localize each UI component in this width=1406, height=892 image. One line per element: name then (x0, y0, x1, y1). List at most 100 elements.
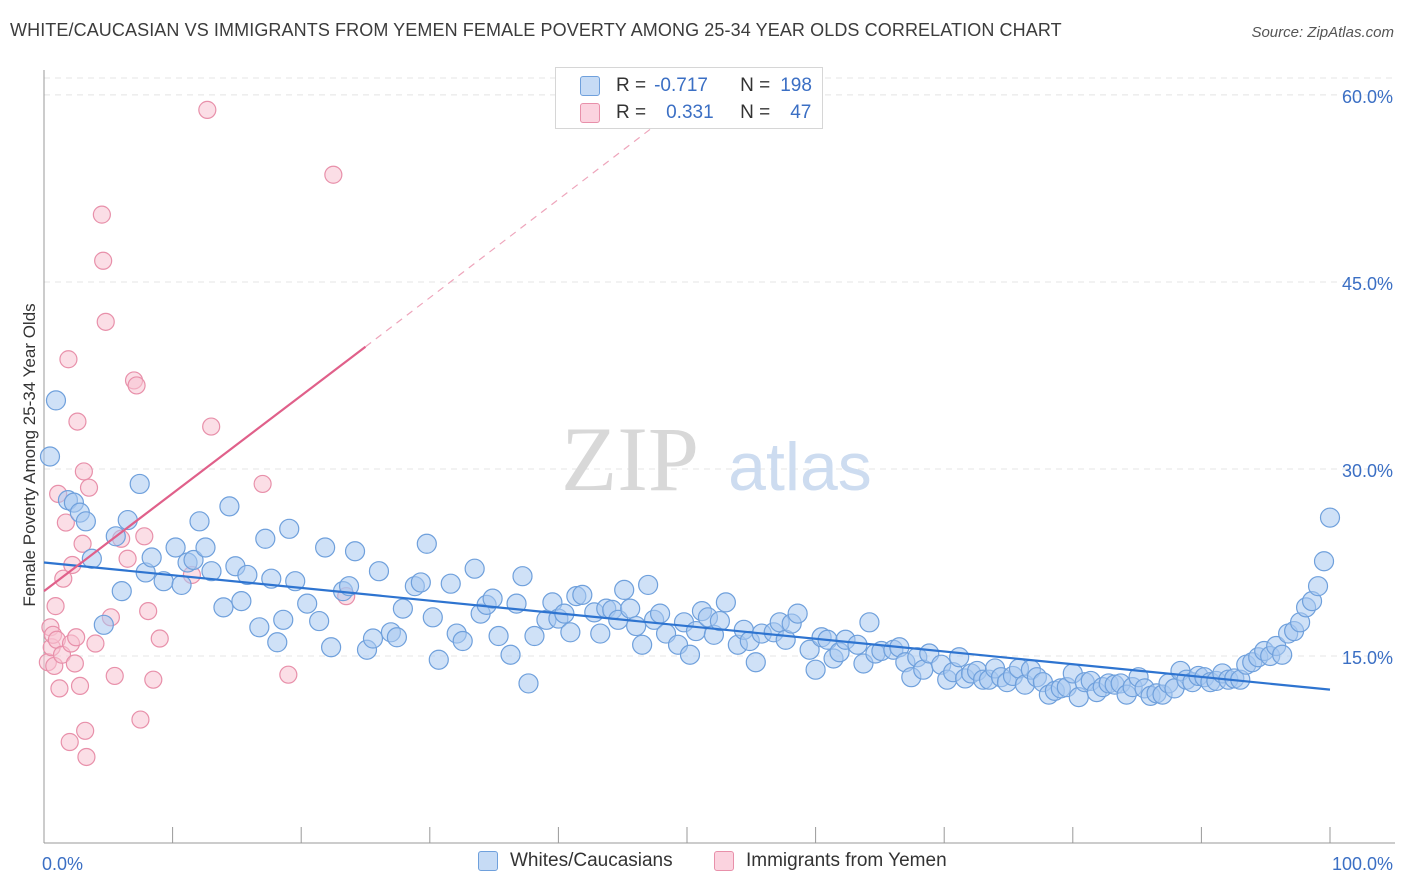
whites-point (1272, 644, 1293, 665)
whites-point (410, 572, 431, 593)
whites-point (452, 630, 473, 652)
yemen-point (139, 601, 158, 621)
whites-point (141, 547, 162, 568)
whites-legend-swatch-icon (478, 851, 498, 871)
stats-legend-box: R = -0.717 N = 198 R = 0.331 N = 47 (555, 67, 823, 129)
whites-point (111, 581, 132, 602)
yemen-point (65, 654, 84, 673)
whites-point (315, 537, 336, 558)
yemen-point (50, 679, 69, 698)
yemen-point (67, 628, 86, 647)
whites-point (279, 518, 300, 539)
legend-item-whites: Whites/Caucasians (478, 850, 673, 872)
whites-point (45, 390, 67, 411)
whites-point (255, 528, 276, 549)
n-label: N = (740, 75, 771, 96)
whites-point (189, 511, 210, 532)
watermark-atlas: atlas (728, 429, 872, 505)
whites-point (321, 637, 342, 658)
trend-lines (43, 100, 1331, 691)
yemen-point (96, 312, 115, 331)
watermark-zip: ZIP (561, 408, 699, 510)
yemen-point (198, 100, 217, 119)
whites-point (649, 603, 671, 624)
whites-point (213, 597, 234, 618)
whites-point (488, 625, 509, 647)
x-tick-label: 0.0% (42, 854, 83, 874)
whites-point (512, 566, 533, 587)
r-label: R = (616, 102, 647, 123)
whites-point (368, 561, 390, 582)
whites-point (632, 634, 653, 655)
r-value: 0.331 (666, 102, 714, 123)
whites-point (1307, 576, 1329, 597)
whites-point (745, 652, 766, 673)
whites-point (428, 649, 449, 670)
whites-point (1319, 507, 1341, 528)
yemen-point (79, 478, 99, 497)
legend-label-yemen: Immigrants from Yemen (746, 850, 947, 871)
whites-point (416, 533, 437, 554)
whites-point (620, 598, 641, 619)
whites-point (799, 639, 820, 660)
whites-point (231, 591, 252, 612)
yemen-point (46, 597, 65, 616)
yemen-legend-swatch-icon (714, 851, 734, 871)
yemen-point (77, 747, 96, 767)
whites-point (201, 561, 222, 582)
yemen-point (144, 670, 163, 689)
yemen-point (118, 549, 137, 568)
y-tick-label: 30.0% (1342, 461, 1393, 481)
yemen-trend-extension (365, 100, 688, 348)
r-label: R = (616, 75, 647, 96)
chart-title: WHITE/CAUCASIAN VS IMMIGRANTS FROM YEMEN… (10, 20, 1062, 40)
yemen-point (202, 417, 221, 436)
yemen-point (86, 634, 105, 653)
whites-point (1313, 551, 1335, 572)
whites-point (195, 537, 216, 558)
yemen-point (92, 205, 111, 224)
y-tick-label: 15.0% (1342, 648, 1393, 668)
whites-point (183, 549, 204, 571)
whites-point (787, 603, 808, 624)
whites-swatch-icon (580, 76, 600, 96)
whites-point (715, 592, 736, 613)
r-value: -0.717 (654, 75, 708, 96)
n-value: 47 (790, 102, 812, 123)
yemen-point (56, 513, 75, 532)
axes (43, 70, 1395, 844)
whites-point (590, 623, 611, 644)
yemen-point (94, 251, 113, 270)
whites-point (518, 673, 539, 694)
whites-point (338, 576, 360, 597)
whites-point (464, 558, 485, 579)
yemen-point (59, 350, 78, 369)
whites-point (344, 541, 366, 562)
yemen-point (76, 721, 95, 740)
stats-row-whites: R = -0.717 N = 198 (556, 72, 812, 100)
yemen-point (70, 676, 90, 696)
y-tick-label: 45.0% (1342, 274, 1393, 294)
bottom-legend: Whites/Caucasians Immigrants from Yemen (0, 850, 1406, 880)
yemen-point (68, 412, 87, 431)
legend-item-yemen: Immigrants from Yemen (714, 850, 947, 872)
whites-point (309, 610, 330, 632)
whites-point (392, 598, 413, 619)
whites-point (524, 625, 545, 647)
whites-point (572, 584, 593, 605)
whites-point (560, 622, 581, 643)
yemen-swatch-icon (580, 103, 600, 123)
whites-point (482, 588, 503, 609)
yemen-point (60, 732, 79, 752)
whites-point (805, 659, 826, 680)
whites-point (679, 644, 701, 665)
yemen-point (131, 710, 150, 729)
tick-labels: 15.0% 30.0% 45.0% 60.0% 0.0% 100.0% (42, 87, 1393, 874)
yemen-trend-line (43, 345, 367, 593)
y-tick-label: 60.0% (1342, 87, 1393, 107)
series-yemen-points (38, 100, 356, 767)
whites-point (273, 609, 294, 630)
whites-point (171, 574, 192, 596)
whites-point (362, 628, 384, 649)
